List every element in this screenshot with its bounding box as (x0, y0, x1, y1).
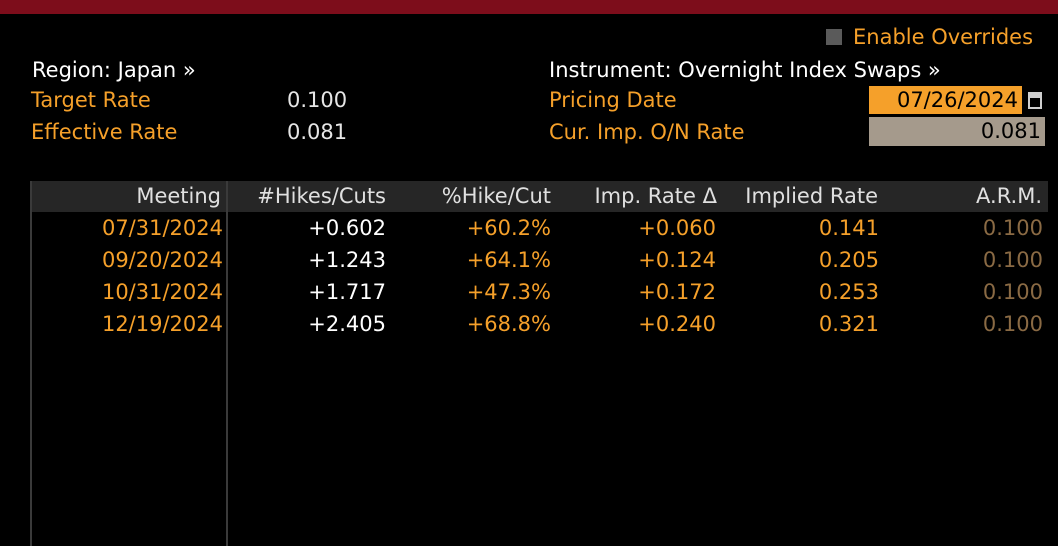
enable-overrides-checkbox[interactable] (826, 29, 842, 45)
cell-arm: 0.100 (982, 280, 1043, 304)
cell-implied: 0.205 (818, 248, 879, 272)
rate-table: Meeting #Hikes/Cuts %Hike/Cut Imp. Rate … (30, 181, 1048, 546)
cell-hikes: +1.717 (308, 280, 386, 304)
col-header-delta[interactable]: Imp. Rate Δ (594, 184, 717, 208)
cell-hikes: +1.243 (308, 248, 386, 272)
cell-delta: +0.124 (638, 248, 716, 272)
cur-imp-rate-field[interactable]: 0.081 (869, 117, 1045, 146)
table-row[interactable]: 12/19/2024 +2.405 +68.8% +0.240 0.321 0.… (30, 308, 1048, 340)
cell-pct: +60.2% (466, 216, 551, 240)
cell-meeting: 07/31/2024 (101, 216, 223, 240)
instrument-selector[interactable]: Instrument: Overnight Index Swaps » (549, 58, 941, 82)
cell-pct: +68.8% (466, 312, 551, 336)
calendar-icon[interactable] (1025, 86, 1045, 114)
table-header: Meeting #Hikes/Cuts %Hike/Cut Imp. Rate … (30, 181, 1048, 212)
cell-implied: 0.253 (818, 280, 879, 304)
cell-meeting: 12/19/2024 (101, 312, 223, 336)
table-row[interactable]: 09/20/2024 +1.243 +64.1% +0.124 0.205 0.… (30, 244, 1048, 276)
table-body: 07/31/2024 +0.602 +60.2% +0.060 0.141 0.… (30, 212, 1048, 340)
col-header-hikes[interactable]: #Hikes/Cuts (257, 184, 386, 208)
table-row[interactable]: 07/31/2024 +0.602 +60.2% +0.060 0.141 0.… (30, 212, 1048, 244)
col-header-pct[interactable]: %Hike/Cut (441, 184, 551, 208)
cell-arm: 0.100 (982, 248, 1043, 272)
cell-pct: +64.1% (466, 248, 551, 272)
pricing-date-label: Pricing Date (549, 88, 677, 112)
cell-implied: 0.321 (818, 312, 879, 336)
cell-arm: 0.100 (982, 216, 1043, 240)
cell-hikes: +0.602 (308, 216, 386, 240)
table-row[interactable]: 10/31/2024 +1.717 +47.3% +0.172 0.253 0.… (30, 276, 1048, 308)
effective-rate-value: 0.081 (287, 120, 348, 144)
cell-meeting: 09/20/2024 (101, 248, 223, 272)
effective-rate-label: Effective Rate (31, 120, 178, 144)
cell-implied: 0.141 (818, 216, 879, 240)
enable-overrides-label[interactable]: Enable Overrides (853, 25, 1034, 49)
target-rate-label: Target Rate (31, 88, 151, 112)
meeting-column-divider (226, 181, 228, 546)
col-header-implied[interactable]: Implied Rate (745, 184, 878, 208)
region-selector[interactable]: Region: Japan » (32, 58, 196, 82)
cell-pct: +47.3% (466, 280, 551, 304)
target-rate-value: 0.100 (287, 88, 348, 112)
table-left-border (30, 181, 32, 546)
pricing-date-field[interactable]: 07/26/2024 (869, 86, 1022, 114)
cur-imp-rate-label: Cur. Imp. O/N Rate (549, 120, 745, 144)
cell-delta: +0.240 (638, 312, 716, 336)
col-header-meeting[interactable]: Meeting (136, 184, 221, 208)
cell-delta: +0.172 (638, 280, 716, 304)
cell-meeting: 10/31/2024 (101, 280, 223, 304)
cell-arm: 0.100 (982, 312, 1043, 336)
title-bar (0, 0, 1058, 14)
cell-delta: +0.060 (638, 216, 716, 240)
col-header-arm[interactable]: A.R.M. (976, 184, 1042, 208)
cell-hikes: +2.405 (308, 312, 386, 336)
